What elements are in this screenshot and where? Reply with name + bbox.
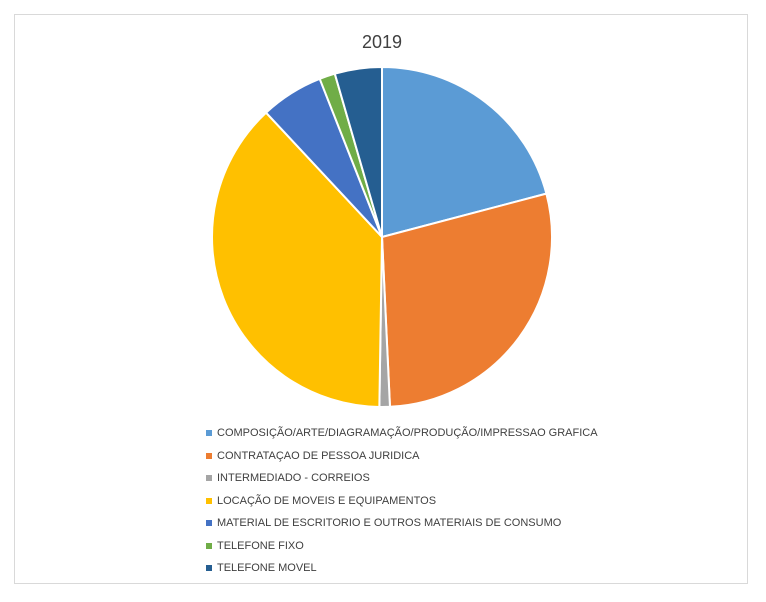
legend-entry: CONTRATAÇAO DE PESSOA JURIDICA: [206, 445, 598, 468]
legend-entry: INTERMEDIADO - CORREIOS: [206, 467, 598, 490]
legend-swatch: [206, 542, 212, 549]
legend-label: MATERIAL DE ESCRITORIO E OUTROS MATERIAI…: [217, 517, 562, 530]
legend-swatch: [206, 430, 212, 437]
legend-entry: TELEFONE MOVEL: [206, 557, 598, 580]
legend-label: CONTRATAÇAO DE PESSOA JURIDICA: [217, 449, 420, 462]
legend-swatch: [206, 565, 212, 572]
chart-title: 2019: [361, 32, 403, 52]
chart-legend: COMPOSIÇÃO/ARTE/DIAGRAMAÇÃO/PRODUÇÃO/IMP…: [206, 422, 598, 580]
legend-swatch: [206, 497, 212, 504]
legend-swatch: [206, 520, 212, 527]
legend-label: COMPOSIÇÃO/ARTE/DIAGRAMAÇÃO/PRODUÇÃO/IMP…: [217, 427, 598, 440]
legend-label: TELEFONE MOVEL: [217, 562, 317, 575]
legend-swatch: [206, 475, 212, 482]
pie-slice-1: [381, 66, 548, 238]
legend-swatch: [206, 452, 212, 459]
legend-label: INTERMEDIADO - CORREIOS: [217, 472, 370, 485]
pie-slice-7: [333, 66, 383, 238]
legend-label: TELEFONE FIXO: [217, 539, 304, 552]
legend-label: LOCAÇÃO DE MOVEIS E EQUIPAMENTOS: [217, 494, 437, 507]
legend-entry: COMPOSIÇÃO/ARTE/DIAGRAMAÇÃO/PRODUÇÃO/IMP…: [206, 422, 598, 445]
chart-area: 2019 COMPOSIÇÃO/ARTE/DIAGRAMAÇÃO/PRODUÇÃ…: [14, 14, 748, 584]
legend-entry: MATERIAL DE ESCRITORIO E OUTROS MATERIAI…: [206, 512, 598, 535]
pie-chart: [211, 66, 554, 408]
pie-slice-4: [211, 111, 383, 408]
pie-slice-2: [381, 192, 554, 408]
legend-entry: LOCAÇÃO DE MOVEIS E EQUIPAMENTOS: [206, 490, 598, 513]
legend-entry: TELEFONE FIXO: [206, 535, 598, 558]
